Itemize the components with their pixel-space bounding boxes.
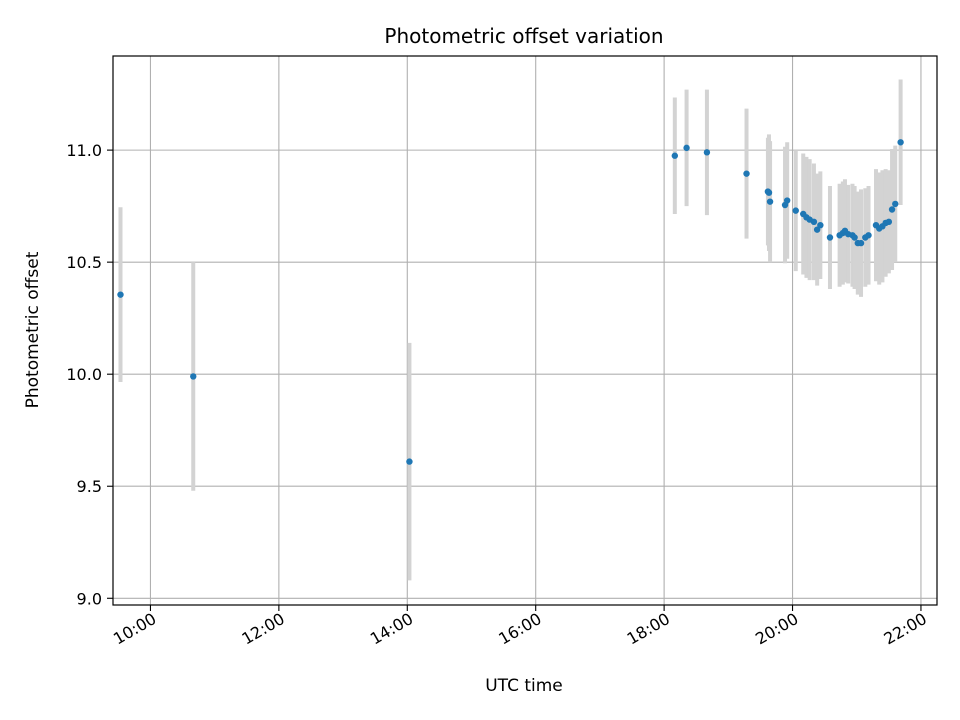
data-point: [851, 234, 858, 241]
y-tick-label: 10.5: [66, 253, 102, 272]
data-point: [117, 291, 124, 298]
y-tick-label: 9.5: [77, 477, 102, 496]
data-point: [857, 239, 865, 247]
y-tick-label: 10.0: [66, 365, 102, 384]
data-point: [897, 139, 904, 146]
data-point: [765, 189, 773, 196]
data-point: [813, 226, 821, 233]
data-point: [406, 458, 413, 465]
grid-lines: [113, 56, 937, 605]
y-tick-label: 11.0: [66, 141, 102, 160]
data-point: [743, 170, 750, 177]
x-axis-title: UTC time: [485, 676, 563, 696]
data-point: [190, 373, 197, 380]
data-point: [888, 206, 896, 213]
data-point: [766, 198, 774, 205]
data-point: [810, 218, 818, 226]
data-point: [817, 221, 824, 229]
data-point: [671, 152, 679, 159]
data-point: [885, 218, 893, 226]
y-axis-title: Photometric offset: [23, 251, 43, 408]
y-tick-label: 9.0: [77, 589, 102, 608]
data-point: [892, 200, 899, 208]
data-points: [117, 139, 904, 465]
chart-title: Photometric offset variation: [384, 24, 663, 48]
plot-area-frame: [112, 55, 938, 606]
data-point: [703, 149, 711, 156]
data-point: [792, 207, 799, 214]
data-point: [865, 232, 872, 239]
data-point: [826, 234, 834, 241]
data-point: [683, 144, 690, 152]
data-point: [783, 197, 791, 204]
